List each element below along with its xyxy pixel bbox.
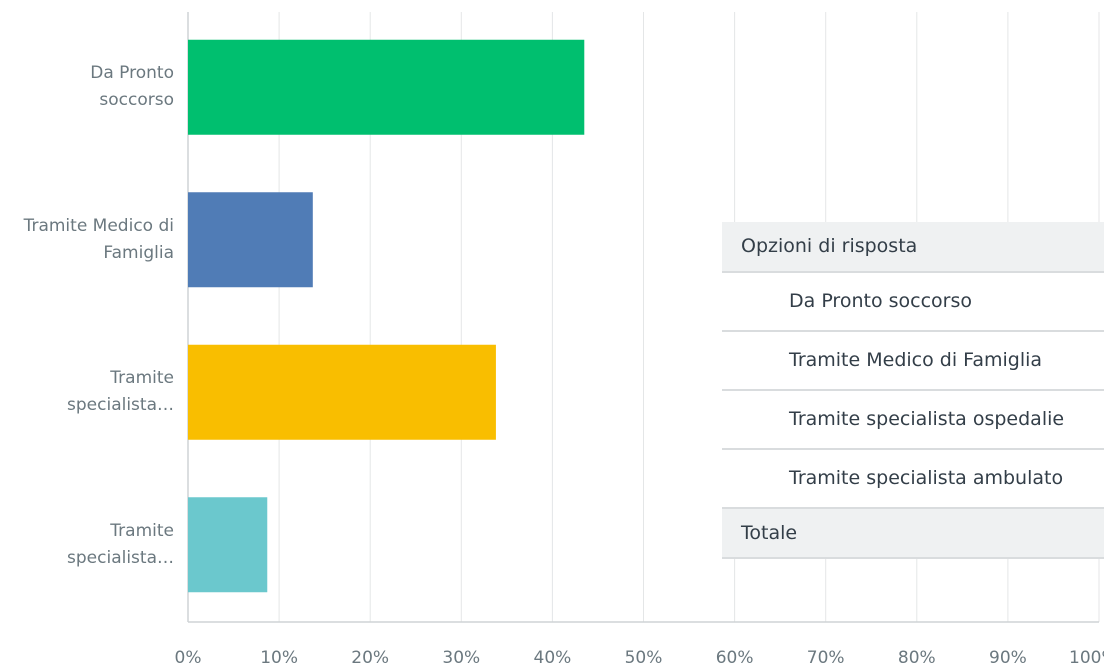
bar	[188, 344, 496, 440]
x-tick-label: 60%	[716, 648, 754, 666]
x-tick-label: 20%	[351, 648, 389, 666]
x-tick-label: 70%	[807, 648, 845, 666]
bar	[188, 497, 268, 593]
y-tick-label: Tramite specialista…	[67, 368, 174, 416]
bar	[188, 192, 313, 288]
x-tick-label: 80%	[898, 648, 936, 666]
x-tick-label: 10%	[260, 648, 298, 666]
x-tick-label: 50%	[625, 648, 663, 666]
x-tick-label: 40%	[534, 648, 572, 666]
table-header: Opzioni di risposta	[722, 222, 1104, 273]
table-row: Tramite Medico di Famiglia	[722, 332, 1104, 391]
x-tick-label: 100%	[1069, 648, 1104, 666]
table-row: Tramite specialista ospedalie	[722, 391, 1104, 450]
bar	[188, 39, 585, 135]
table-row: Tramite specialista ambulato	[722, 450, 1104, 509]
table-row: Da Pronto soccorso	[722, 273, 1104, 332]
y-tick-label: Tramite specialista…	[67, 520, 174, 568]
x-tick-label: 0%	[175, 648, 202, 666]
x-tick-label: 90%	[989, 648, 1027, 666]
x-tick-label: 30%	[442, 648, 480, 666]
table-total: Totale	[722, 509, 1104, 559]
answer-table: Opzioni di risposta Da Pronto soccorso T…	[722, 222, 1104, 559]
y-tick-label: Tramite Medico di Famiglia	[23, 215, 174, 263]
y-tick-label: Da Pronto soccorso	[90, 63, 174, 111]
